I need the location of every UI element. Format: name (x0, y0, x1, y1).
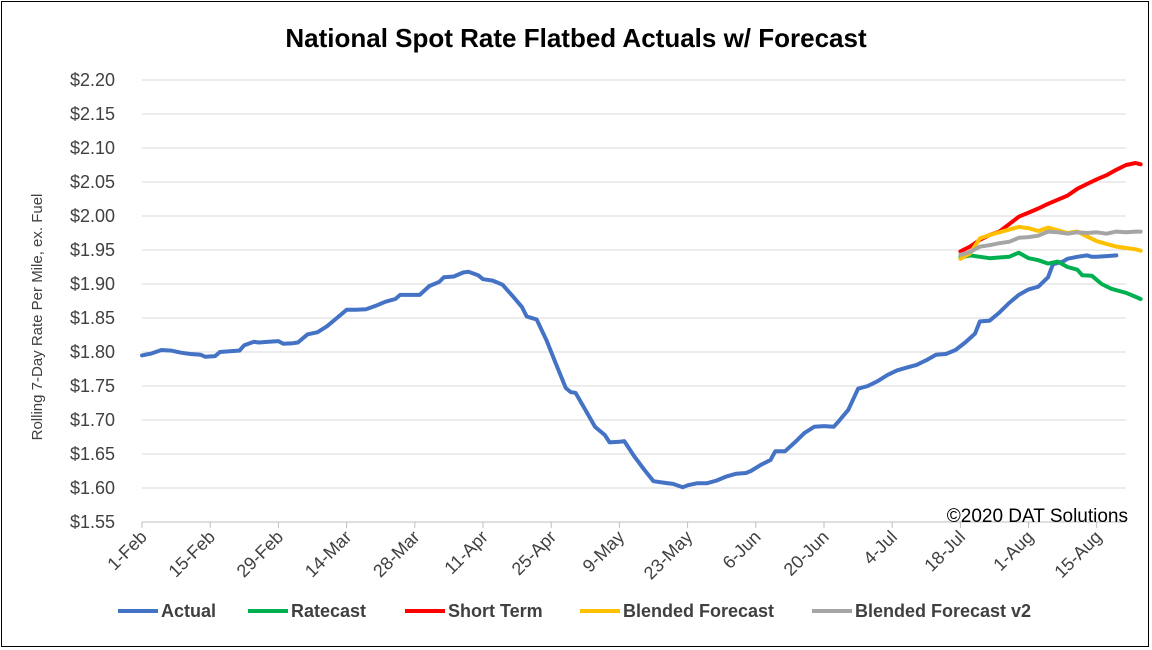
y-tick-label: $1.85 (70, 308, 115, 328)
x-tick-label: 18-Jul (920, 527, 969, 576)
series-line-ratecast (958, 250, 1143, 301)
y-tick-label: $2.10 (70, 138, 115, 158)
y-tick-label: $1.95 (70, 240, 115, 260)
x-tick-label: 1-Feb (103, 527, 150, 574)
legend: Actual Ratecast Short Term Blended Forecast… (118, 601, 1031, 621)
y-tick-label: $1.80 (70, 342, 115, 362)
y-tick-label: $1.90 (70, 274, 115, 294)
legend-label-short-term: Short Term (448, 601, 543, 621)
y-tick-label: $2.15 (70, 104, 115, 124)
y-tick-label: $1.55 (70, 512, 115, 532)
copyright-annotation: ©2020 DAT Solutions (947, 506, 1128, 527)
y-tick-label: $2.20 (70, 70, 115, 90)
legend-label-blended-forecast-v2: Blended Forecast v2 (855, 601, 1031, 621)
y-tick-label: $2.00 (70, 206, 115, 226)
y-tick-label: $1.70 (70, 410, 115, 430)
y-tick-label: $1.60 (70, 478, 115, 498)
x-tick-label: 29-Feb (233, 527, 287, 581)
legend-label-actual: Actual (161, 601, 216, 621)
x-tick-label: 20-Jun (780, 527, 833, 580)
y-axis-label: Rolling 7-Day Rate Per Mile, ex. Fuel (29, 194, 46, 441)
x-tick-label: 15-Feb (165, 527, 219, 581)
x-tick-label: 14-Mar (301, 527, 355, 581)
y-tick-label: $2.05 (70, 172, 115, 192)
x-tick-label: 28-Mar (369, 527, 423, 581)
series-lines (140, 161, 1143, 490)
series-line-short-term (958, 161, 1143, 254)
series-line-actual (140, 253, 1119, 490)
y-tick-label: $1.65 (70, 444, 115, 464)
x-tick-label: 1-Aug (989, 527, 1037, 575)
x-tick-label: 11-Apr (440, 527, 491, 578)
x-tick-label: 25-Apr (508, 527, 560, 579)
legend-label-ratecast: Ratecast (291, 601, 366, 621)
x-tick-label: 6-Jun (719, 527, 765, 573)
series-line-blended-forecast-v2 (958, 229, 1143, 257)
x-tick-label: 15-Aug (1050, 527, 1105, 582)
x-tick-label: 9-May (579, 527, 629, 577)
x-tick-label: 23-May (640, 527, 697, 584)
chart-title: National Spot Rate Flatbed Actuals w/ Fo… (285, 23, 867, 53)
series-line-blended-forecast (958, 224, 1143, 261)
gridlines (142, 79, 1126, 489)
x-tick-label: 4-Jul (859, 527, 901, 569)
y-tick-label: $1.75 (70, 376, 115, 396)
legend-label-blended-forecast: Blended Forecast (623, 601, 774, 621)
